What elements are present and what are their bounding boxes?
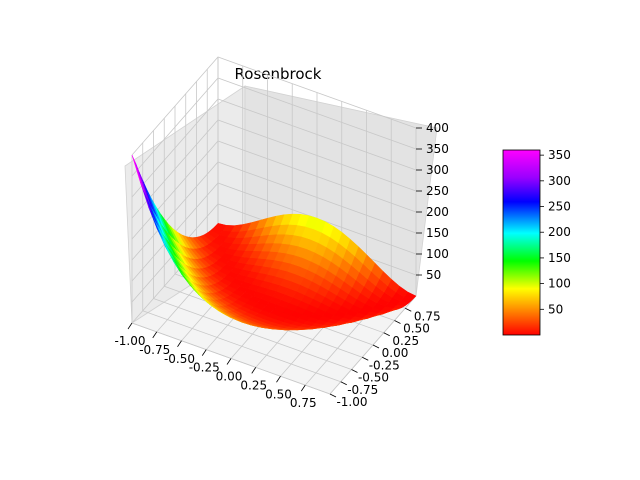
z-tick-label: 350 <box>426 142 449 156</box>
y-tick-label: 0.50 <box>403 322 430 336</box>
colorbar-tick-label: 250 <box>548 200 571 214</box>
colorbar-ticks: 50 100 150 200 250 300 350 <box>540 148 571 316</box>
y-tick-label: -1.00 <box>336 395 367 409</box>
x-tick-label: 0.75 <box>290 396 317 410</box>
x-tick-mark <box>177 340 182 347</box>
x-tick-mark <box>226 358 232 365</box>
x-tick-label: -0.50 <box>164 352 195 366</box>
z-tick-label: 200 <box>426 205 449 219</box>
y-tick-label: 0.00 <box>382 346 409 360</box>
y-tick-mark <box>362 356 369 361</box>
x-tick-mark <box>127 322 133 330</box>
y-tick-mark <box>405 307 412 312</box>
y-tick-label: -0.25 <box>369 358 400 372</box>
colorbar-tick-label: 150 <box>548 251 571 265</box>
y-tick-label: 0.75 <box>414 309 441 323</box>
colorbar-tick-label: 100 <box>548 277 571 291</box>
x-tick-label: 0.50 <box>265 387 292 401</box>
z-tick-label: 100 <box>426 247 449 261</box>
z-tick-label: 400 <box>426 121 449 135</box>
y-tick-mark <box>372 344 380 349</box>
y-tick-mark <box>351 369 358 373</box>
z-tick-label: 300 <box>426 163 449 177</box>
colorbar-tick-label: 200 <box>548 225 571 239</box>
y-tick-mark <box>394 320 401 324</box>
y-tick-label: 0.25 <box>392 334 419 348</box>
z-tick-label: 50 <box>426 268 441 282</box>
colorbar-tick-label: 300 <box>548 174 571 188</box>
z-tick-label: 150 <box>426 226 449 240</box>
x-tick-label: 0.25 <box>240 378 267 392</box>
chart-title: Rosenbrock <box>235 65 322 83</box>
x-tick-label: 0.00 <box>216 370 243 384</box>
y-tick-label: -0.50 <box>358 371 389 385</box>
surface-plot <box>131 154 417 331</box>
x-tick-mark <box>300 384 306 392</box>
x-tick-label: -1.00 <box>114 334 145 348</box>
x-tick-mark <box>251 367 257 374</box>
x-tick-mark <box>152 331 158 339</box>
y-tick-label: -0.75 <box>347 383 378 397</box>
x-tick-label: -0.75 <box>139 343 170 357</box>
y-tick-mark <box>340 381 347 386</box>
x-tick-mark <box>276 376 281 383</box>
y-tick-mark <box>383 332 390 337</box>
surface-patch <box>213 223 227 231</box>
colorbar <box>502 149 541 336</box>
z-tick-label: 250 <box>426 184 449 198</box>
axes: -1.00-0.75-0.50-0.250.000.250.500.75 -1.0… <box>114 121 448 410</box>
x-tick-mark <box>201 349 207 356</box>
colorbar-tick-label: 50 <box>548 302 563 316</box>
colorbar-tick-label: 350 <box>548 148 571 162</box>
x-tick-label: -0.25 <box>189 361 220 375</box>
y-tick-mark <box>329 393 337 398</box>
